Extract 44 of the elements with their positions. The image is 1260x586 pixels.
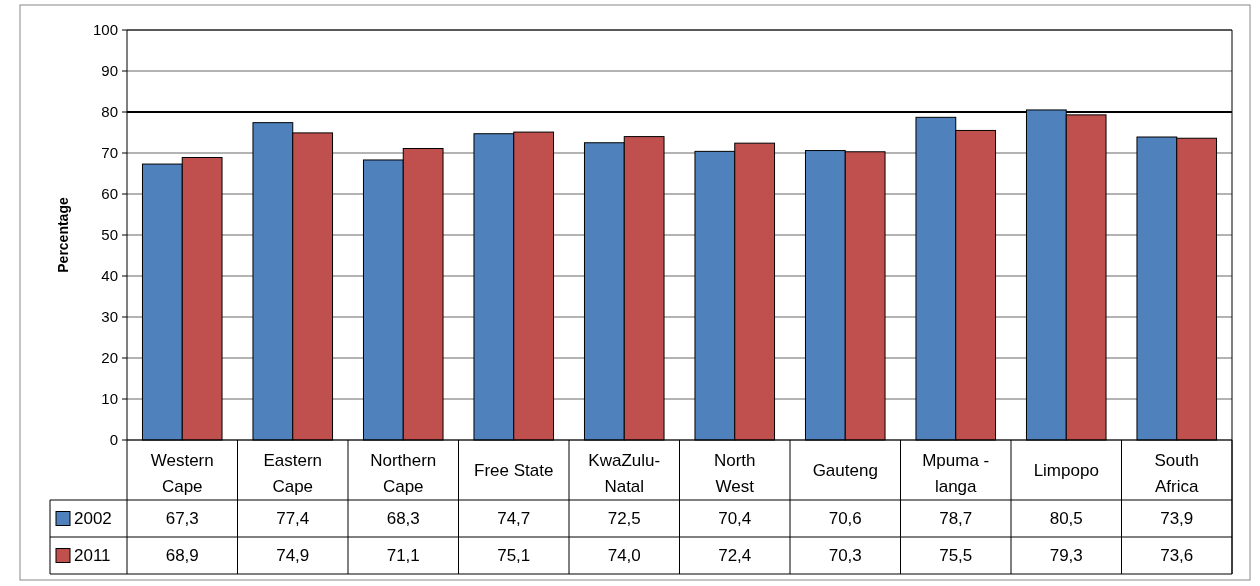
x-tick-label: Western Cape — [150, 450, 214, 496]
data-label: 77,4 — [276, 509, 310, 529]
x-tick-label: KwaZulu-Natal — [588, 450, 661, 496]
data-label: 71,1 — [386, 546, 420, 566]
x-tick-label: Gauteng — [812, 460, 878, 480]
data-label: 74,7 — [497, 509, 531, 529]
y-axis-title: Percentage — [55, 197, 71, 273]
x-tick-label: North West — [713, 450, 756, 496]
data-label: 78,7 — [939, 509, 973, 529]
x-tick-label: Free State — [474, 460, 554, 480]
data-label: 80,5 — [1049, 509, 1083, 529]
y-tick-label: 60 — [101, 185, 118, 203]
data-label: 72,4 — [718, 546, 752, 566]
x-tick-label: Northern Cape — [370, 450, 437, 496]
y-tick-label: 10 — [101, 390, 118, 408]
data-label: 70,4 — [718, 509, 752, 529]
data-label: 75,1 — [497, 546, 531, 566]
y-tick-label: 0 — [109, 431, 118, 449]
x-tick-label: Mpuma - langa — [922, 450, 990, 496]
data-label: 74,0 — [607, 546, 641, 566]
data-label: 73,9 — [1160, 509, 1194, 529]
data-label: 74,9 — [276, 546, 310, 566]
y-tick-label: 20 — [101, 349, 118, 367]
y-tick-label: 70 — [101, 144, 118, 162]
data-label: 70,6 — [828, 509, 862, 529]
y-tick-label: 100 — [92, 21, 118, 39]
legend-label: 2002 — [74, 509, 112, 529]
y-tick-label: 90 — [101, 62, 118, 80]
x-tick-label: Limpopo — [1033, 460, 1099, 480]
data-label: 75,5 — [939, 546, 973, 566]
data-label: 72,5 — [607, 509, 641, 529]
y-tick-label: 40 — [101, 267, 118, 285]
data-label: 68,3 — [386, 509, 420, 529]
data-label: 79,3 — [1049, 546, 1083, 566]
data-label: 70,3 — [828, 546, 862, 566]
y-tick-label: 30 — [101, 308, 118, 326]
data-label: 73,6 — [1160, 546, 1194, 566]
y-tick-label: 80 — [101, 103, 118, 121]
x-tick-label: Eastern Cape — [263, 450, 323, 496]
data-label: 68,9 — [165, 546, 199, 566]
x-tick-label: South Africa — [1154, 450, 1200, 496]
y-tick-label: 50 — [101, 226, 118, 244]
data-label: 67,3 — [165, 509, 199, 529]
legend-label: 2011 — [74, 546, 111, 566]
